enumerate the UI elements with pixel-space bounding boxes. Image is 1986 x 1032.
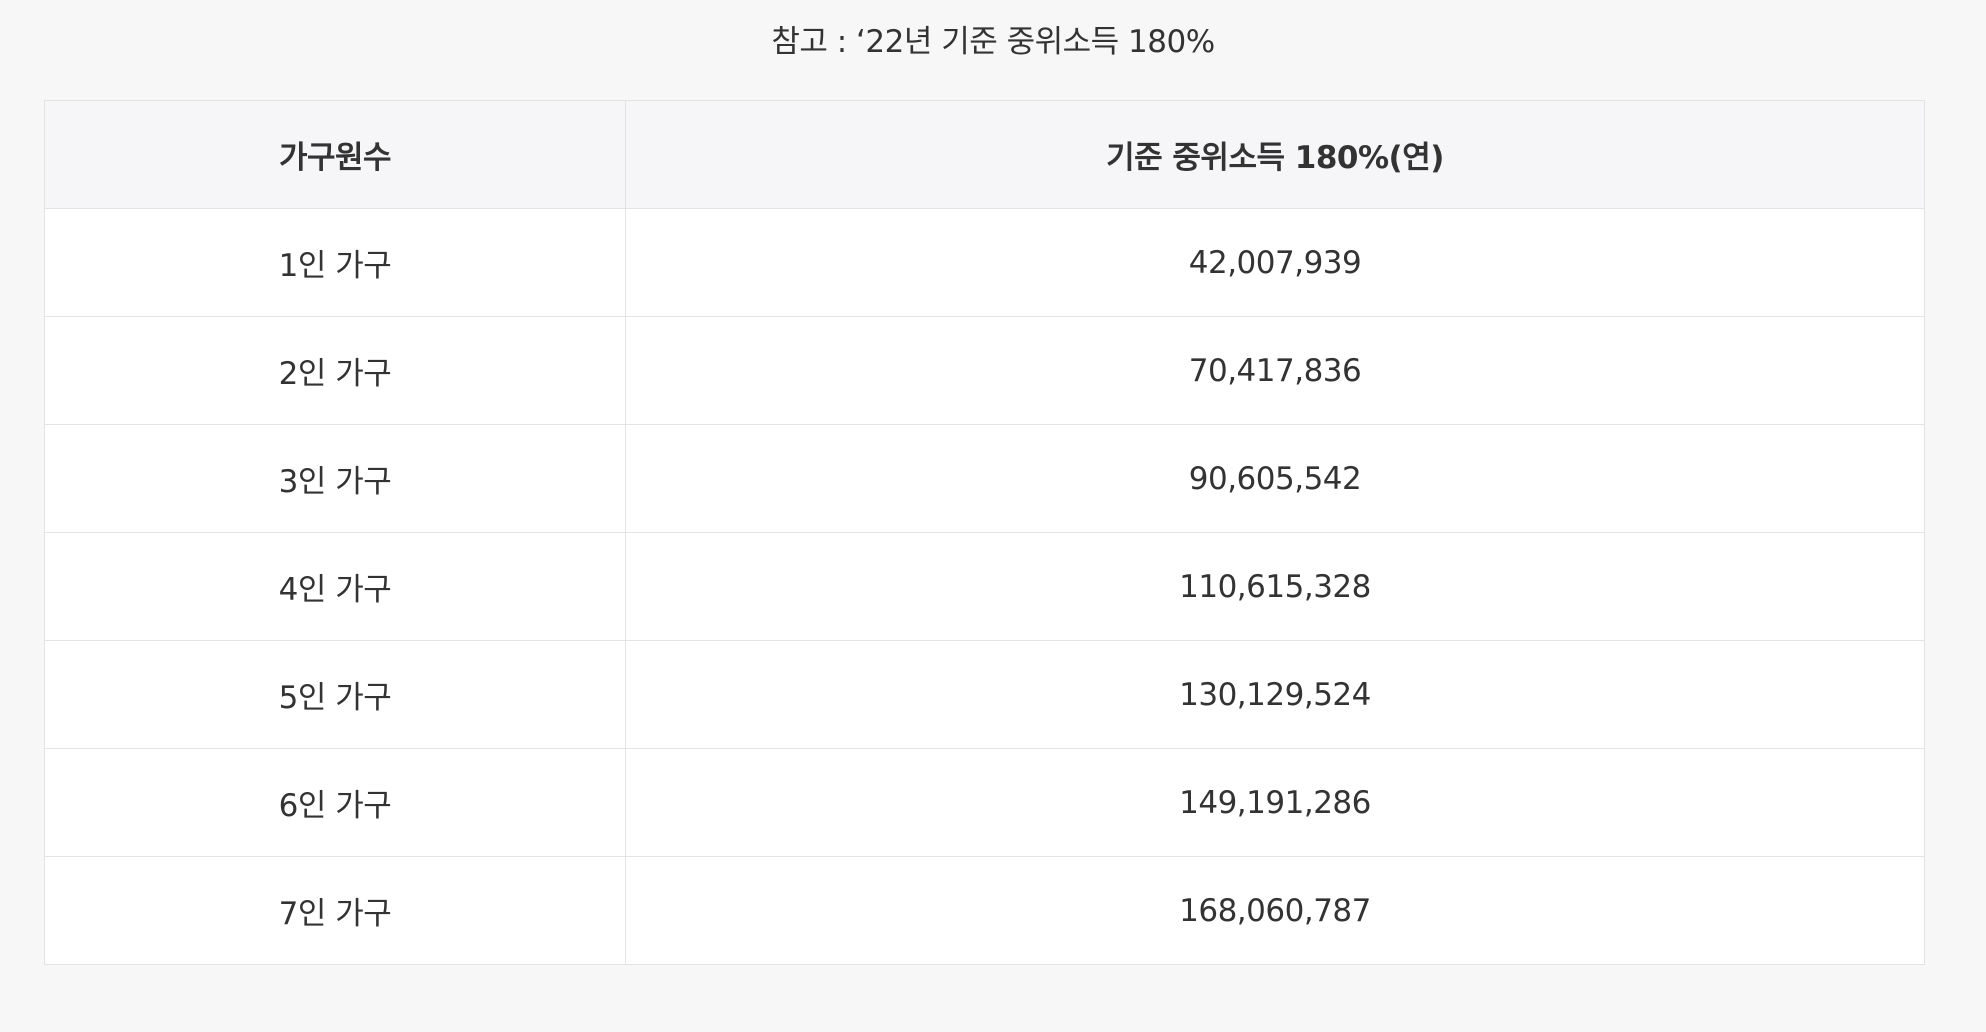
income-cell: 42,007,939 (625, 208, 1925, 317)
income-table: 가구원수 기준 중위소득 180%(연) 1인 가구 42,007,939 2인… (44, 100, 1925, 965)
table-row: 6인 가구 149,191,286 (44, 748, 1925, 857)
table-header-row: 가구원수 기준 중위소득 180%(연) (44, 100, 1925, 209)
table-row: 4인 가구 110,615,328 (44, 532, 1925, 641)
income-cell: 110,615,328 (625, 532, 1925, 641)
header-median-income: 기준 중위소득 180%(연) (625, 100, 1925, 209)
header-household-size: 가구원수 (44, 100, 626, 209)
income-table-container: 가구원수 기준 중위소득 180%(연) 1인 가구 42,007,939 2인… (44, 100, 1925, 965)
income-cell: 130,129,524 (625, 640, 1925, 749)
table-row: 1인 가구 42,007,939 (44, 208, 1925, 317)
income-cell: 149,191,286 (625, 748, 1925, 857)
income-cell: 168,060,787 (625, 856, 1925, 965)
household-cell: 7인 가구 (44, 856, 626, 965)
household-cell: 6인 가구 (44, 748, 626, 857)
household-cell: 4인 가구 (44, 532, 626, 641)
household-cell: 3인 가구 (44, 424, 626, 533)
table-row: 2인 가구 70,417,836 (44, 316, 1925, 425)
income-cell: 90,605,542 (625, 424, 1925, 533)
table-row: 7인 가구 168,060,787 (44, 856, 1925, 965)
income-cell: 70,417,836 (625, 316, 1925, 425)
table-row: 3인 가구 90,605,542 (44, 424, 1925, 533)
table-row: 5인 가구 130,129,524 (44, 640, 1925, 749)
reference-note: 참고 : ‘22년 기준 중위소득 180% (771, 24, 1215, 60)
household-cell: 5인 가구 (44, 640, 626, 749)
household-cell: 2인 가구 (44, 316, 626, 425)
household-cell: 1인 가구 (44, 208, 626, 317)
